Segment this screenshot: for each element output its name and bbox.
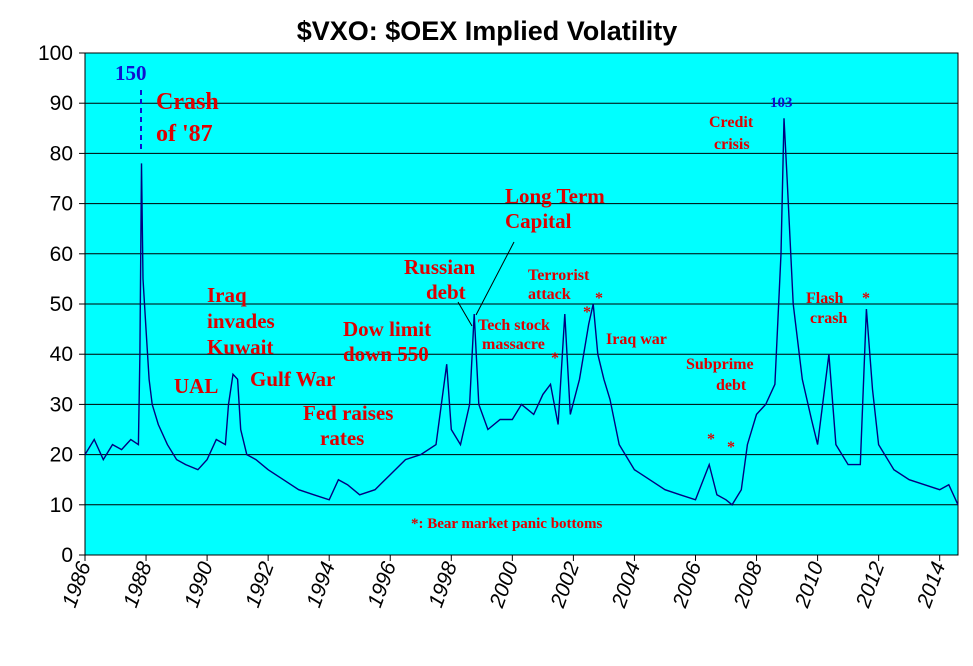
annotation-russian-a: Russian [404,255,476,279]
annotation-gulf: Gulf War [250,367,335,391]
annotation-dow-b: down 550 [343,342,429,366]
x-tick-label: 1998 [424,559,462,611]
russian-pointer-line [457,301,473,327]
annotation-terror-b: attack [528,286,571,303]
x-tick-label: 1990 [180,559,218,611]
chart-title: $VXO: $OEX Implied Volatility [297,16,678,46]
annotation-russian-b: debt [426,280,466,304]
annotation-ual: UAL [174,374,218,398]
x-tick-label: 1994 [302,559,340,611]
bear-bottom-marker: * [727,439,735,456]
bear-bottom-marker: * [862,290,870,307]
annotation-crash-87-b: of '87 [156,121,213,147]
annotation-peak-103: 103 [770,95,793,111]
annotation-flash-a: Flash [806,290,843,307]
annotation-peak-150: 150 [115,61,147,85]
annotation-iraqwar: Iraq war [606,331,667,348]
y-tick-label: 70 [50,193,73,216]
y-tick-label: 30 [50,393,73,416]
x-tick-label: 2008 [729,559,767,612]
y-tick-label: 10 [50,494,73,517]
bear-bottom-marker: * [595,290,603,307]
annotation-dow-a: Dow limit [343,317,431,341]
annotation-bear-note: *: Bear market panic bottoms [411,516,603,532]
annotation-tech-b: massacre [482,336,545,353]
annotation-terror-a: Terrorist [528,267,590,284]
annotation-ltcm-b: Capital [505,209,572,233]
annotation-ltcm-a: Long Term [505,184,605,208]
annotation-flash-b: crash [810,310,847,327]
y-tick-label: 100 [38,42,73,65]
y-tick-label: 90 [50,92,73,115]
annotation-iraq-c: Kuwait [207,335,274,359]
annotation-credit-b: crisis [714,136,750,153]
y-tick-label: 50 [50,293,73,316]
ltcm-pointer-line [475,241,515,316]
bear-bottom-marker: * [707,431,715,448]
x-tick-label: 2012 [851,559,889,612]
annotation-iraq-a: Iraq [207,283,247,307]
x-tick-label: 1988 [119,559,157,611]
x-tick-label: 2004 [607,559,645,612]
y-tick-label: 80 [50,142,73,165]
bear-bottom-marker: * [583,304,591,321]
annotation-credit-a: Credit [709,114,754,131]
y-axis: 0 10 20 30 40 50 60 70 80 90 100 [38,42,85,567]
bear-bottom-marker: * [551,350,559,367]
x-tick-label: 2014 [912,559,950,612]
y-tick-label: 40 [50,343,73,366]
annotation-subprime-b: debt [716,377,747,394]
annotation-iraq-b: invades [207,309,275,333]
x-tick-label: 2010 [790,559,828,612]
gridlines [85,102,958,506]
annotation-fed-b: rates [320,426,364,450]
y-tick-label: 60 [50,243,73,266]
vxo-series-line [84,118,959,506]
annotation-subprime-a: Subprime [686,356,754,373]
y-tick-label: 0 [61,544,73,567]
annotation-tech-a: Tech stock [478,317,550,334]
x-tick-label: 1996 [363,559,401,611]
x-tick-label: 2002 [546,559,584,612]
annotation-crash-87-a: Crash [156,89,219,115]
x-tick-label: 2006 [668,559,706,612]
x-tick-label: 1992 [241,559,279,611]
x-axis: 1986 1988 1990 1992 1994 1996 1998 2000 2002 2004… [58,555,950,612]
y-tick-label: 20 [50,444,73,467]
annotation-fed-a: Fed raises [303,401,393,425]
x-tick-label: 2000 [485,559,523,612]
